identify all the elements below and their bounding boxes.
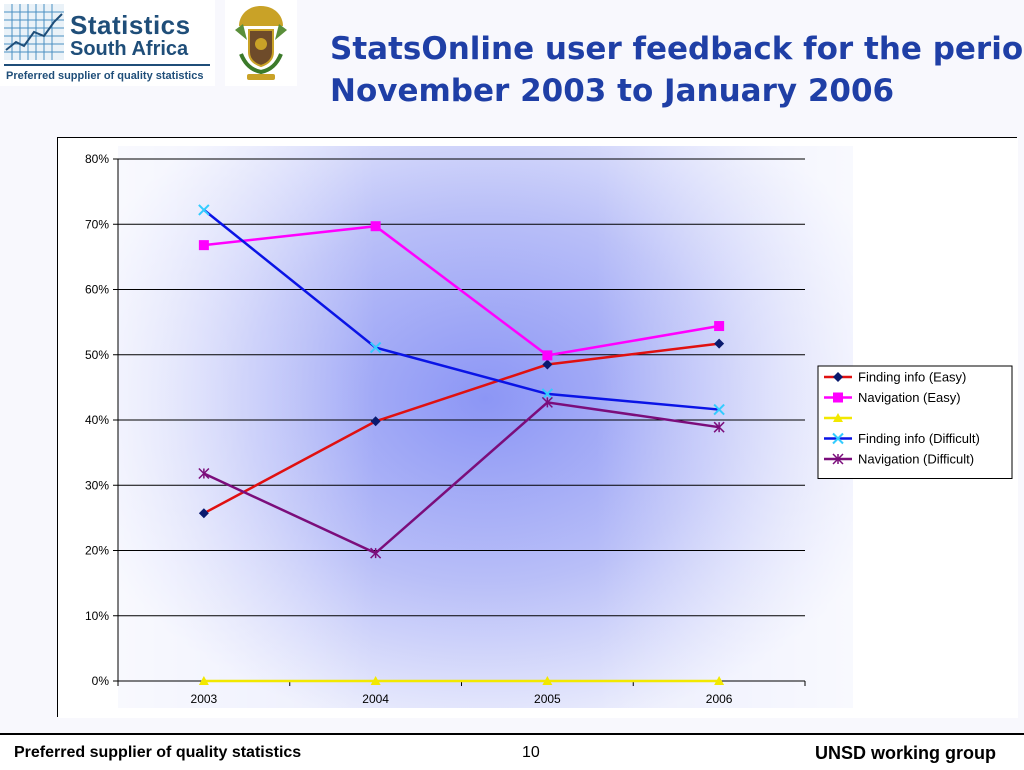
data-point	[714, 338, 725, 349]
slide-title-line-1: StatsOnline user feedback for the period	[330, 31, 1024, 67]
series-line	[203, 342, 720, 515]
y-tick-label: 10%	[85, 609, 109, 623]
slide-title-line-2: November 2003 to January 2006	[330, 73, 895, 109]
series-line	[203, 401, 720, 555]
footer-organization: UNSD working group	[815, 743, 996, 763]
stats-sa-logo: Statistics South Africa Preferred suppli…	[0, 0, 215, 86]
chart-frame: 0% 10% 20% 30% 40% 50% 60% 70% 80% 2003 2004 2005 20…	[57, 137, 1018, 718]
legend-label: Finding info (Difficult)	[858, 431, 980, 446]
data-point	[542, 676, 553, 685]
data-point	[369, 341, 382, 354]
data-point	[370, 547, 382, 559]
y-tick-label: 50%	[85, 348, 109, 362]
data-point	[713, 421, 725, 433]
legend-item: Finding info (Difficult)	[824, 431, 980, 446]
footer-tagline: Preferred supplier of quality statistics	[14, 744, 302, 761]
data-point	[198, 240, 209, 251]
data-point	[198, 508, 209, 519]
data-point	[542, 350, 553, 361]
legend-label: Navigation (Easy)	[858, 390, 961, 405]
line-chart: 0% 10% 20% 30% 40% 50% 60% 70% 80% 2003 2004 2005 20…	[58, 138, 1018, 718]
data-point	[714, 676, 725, 685]
series-4	[198, 396, 725, 559]
data-point	[541, 388, 554, 400]
legend-item	[824, 413, 852, 422]
legend-marker	[832, 453, 844, 465]
legend-marker	[833, 413, 843, 422]
legend-label: Finding info (Easy)	[858, 370, 966, 385]
logo-tagline: Preferred supplier of quality statistics	[6, 70, 204, 82]
legend-marker	[833, 372, 843, 382]
legend-label: Navigation (Difficult)	[858, 452, 974, 467]
series-line	[203, 208, 720, 411]
x-tick-label: 2003	[191, 692, 218, 706]
coat-of-arms-icon	[225, 0, 297, 86]
legend-item: Navigation (Difficult)	[824, 452, 974, 467]
series-1	[198, 221, 725, 361]
series-0	[198, 338, 725, 519]
legend-marker	[833, 392, 843, 403]
y-tick-label: 0%	[92, 674, 110, 688]
data-point	[370, 416, 381, 427]
logo-title: Statistics	[70, 10, 191, 40]
legend-marker	[832, 432, 844, 445]
logo-subtitle: South Africa	[70, 38, 189, 60]
y-tick-label: 70%	[85, 217, 109, 231]
y-tick-label: 80%	[85, 152, 109, 166]
data-point	[198, 676, 209, 685]
series-3	[198, 204, 725, 416]
x-tick-label: 2005	[534, 692, 561, 706]
footer: Preferred supplier of quality statistics…	[0, 733, 1024, 770]
slide-title: StatsOnline user feedback for the period…	[330, 28, 1024, 112]
data-point	[370, 676, 381, 685]
page-number: 10	[522, 744, 540, 761]
legend-item: Navigation (Easy)	[824, 390, 961, 405]
y-tick-label: 60%	[85, 283, 109, 297]
logo-grid-icon	[4, 4, 64, 60]
y-tick-label: 20%	[85, 544, 109, 558]
x-tick-label: 2006	[706, 692, 733, 706]
data-point	[714, 321, 725, 332]
logo-divider	[4, 64, 210, 66]
data-point	[542, 359, 553, 370]
y-tick-label: 30%	[85, 478, 109, 492]
legend-item: Finding info (Easy)	[824, 370, 966, 385]
y-tick-label: 40%	[85, 413, 109, 427]
data-point	[198, 204, 210, 216]
data-point	[370, 221, 381, 232]
data-point	[541, 396, 553, 408]
series-2	[198, 676, 725, 685]
series-line	[203, 224, 720, 357]
data-point	[198, 467, 210, 480]
x-tick-label: 2004	[362, 692, 389, 706]
data-point	[713, 403, 725, 416]
